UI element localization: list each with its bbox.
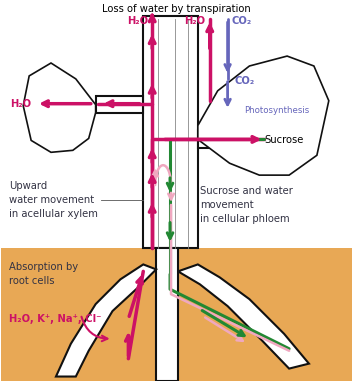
Polygon shape: [96, 96, 143, 113]
Text: Photosynthesis: Photosynthesis: [245, 106, 310, 115]
Text: Absorption by
root cells: Absorption by root cells: [9, 262, 78, 286]
Text: H₂O, K⁺, Na⁺, Cl⁻: H₂O, K⁺, Na⁺, Cl⁻: [9, 314, 102, 324]
Text: H₂O: H₂O: [127, 16, 148, 26]
Polygon shape: [23, 63, 96, 152]
Text: Loss of water by transpiration: Loss of water by transpiration: [102, 5, 251, 15]
Text: H₂O: H₂O: [184, 16, 205, 26]
Text: H₂O: H₂O: [10, 99, 31, 109]
Polygon shape: [178, 264, 309, 368]
Polygon shape: [143, 16, 198, 247]
Polygon shape: [198, 131, 264, 148]
Polygon shape: [56, 264, 156, 376]
Text: Sucrose and water
movement
in cellular phloem: Sucrose and water movement in cellular p…: [200, 186, 293, 224]
Text: CO₂: CO₂: [234, 76, 255, 86]
Polygon shape: [1, 247, 352, 381]
Polygon shape: [156, 247, 178, 380]
Polygon shape: [198, 56, 329, 175]
Text: Upward
water movement
in acellular xylem: Upward water movement in acellular xylem: [9, 181, 98, 219]
Text: CO₂: CO₂: [232, 16, 252, 26]
Text: Sucrose: Sucrose: [264, 136, 304, 146]
